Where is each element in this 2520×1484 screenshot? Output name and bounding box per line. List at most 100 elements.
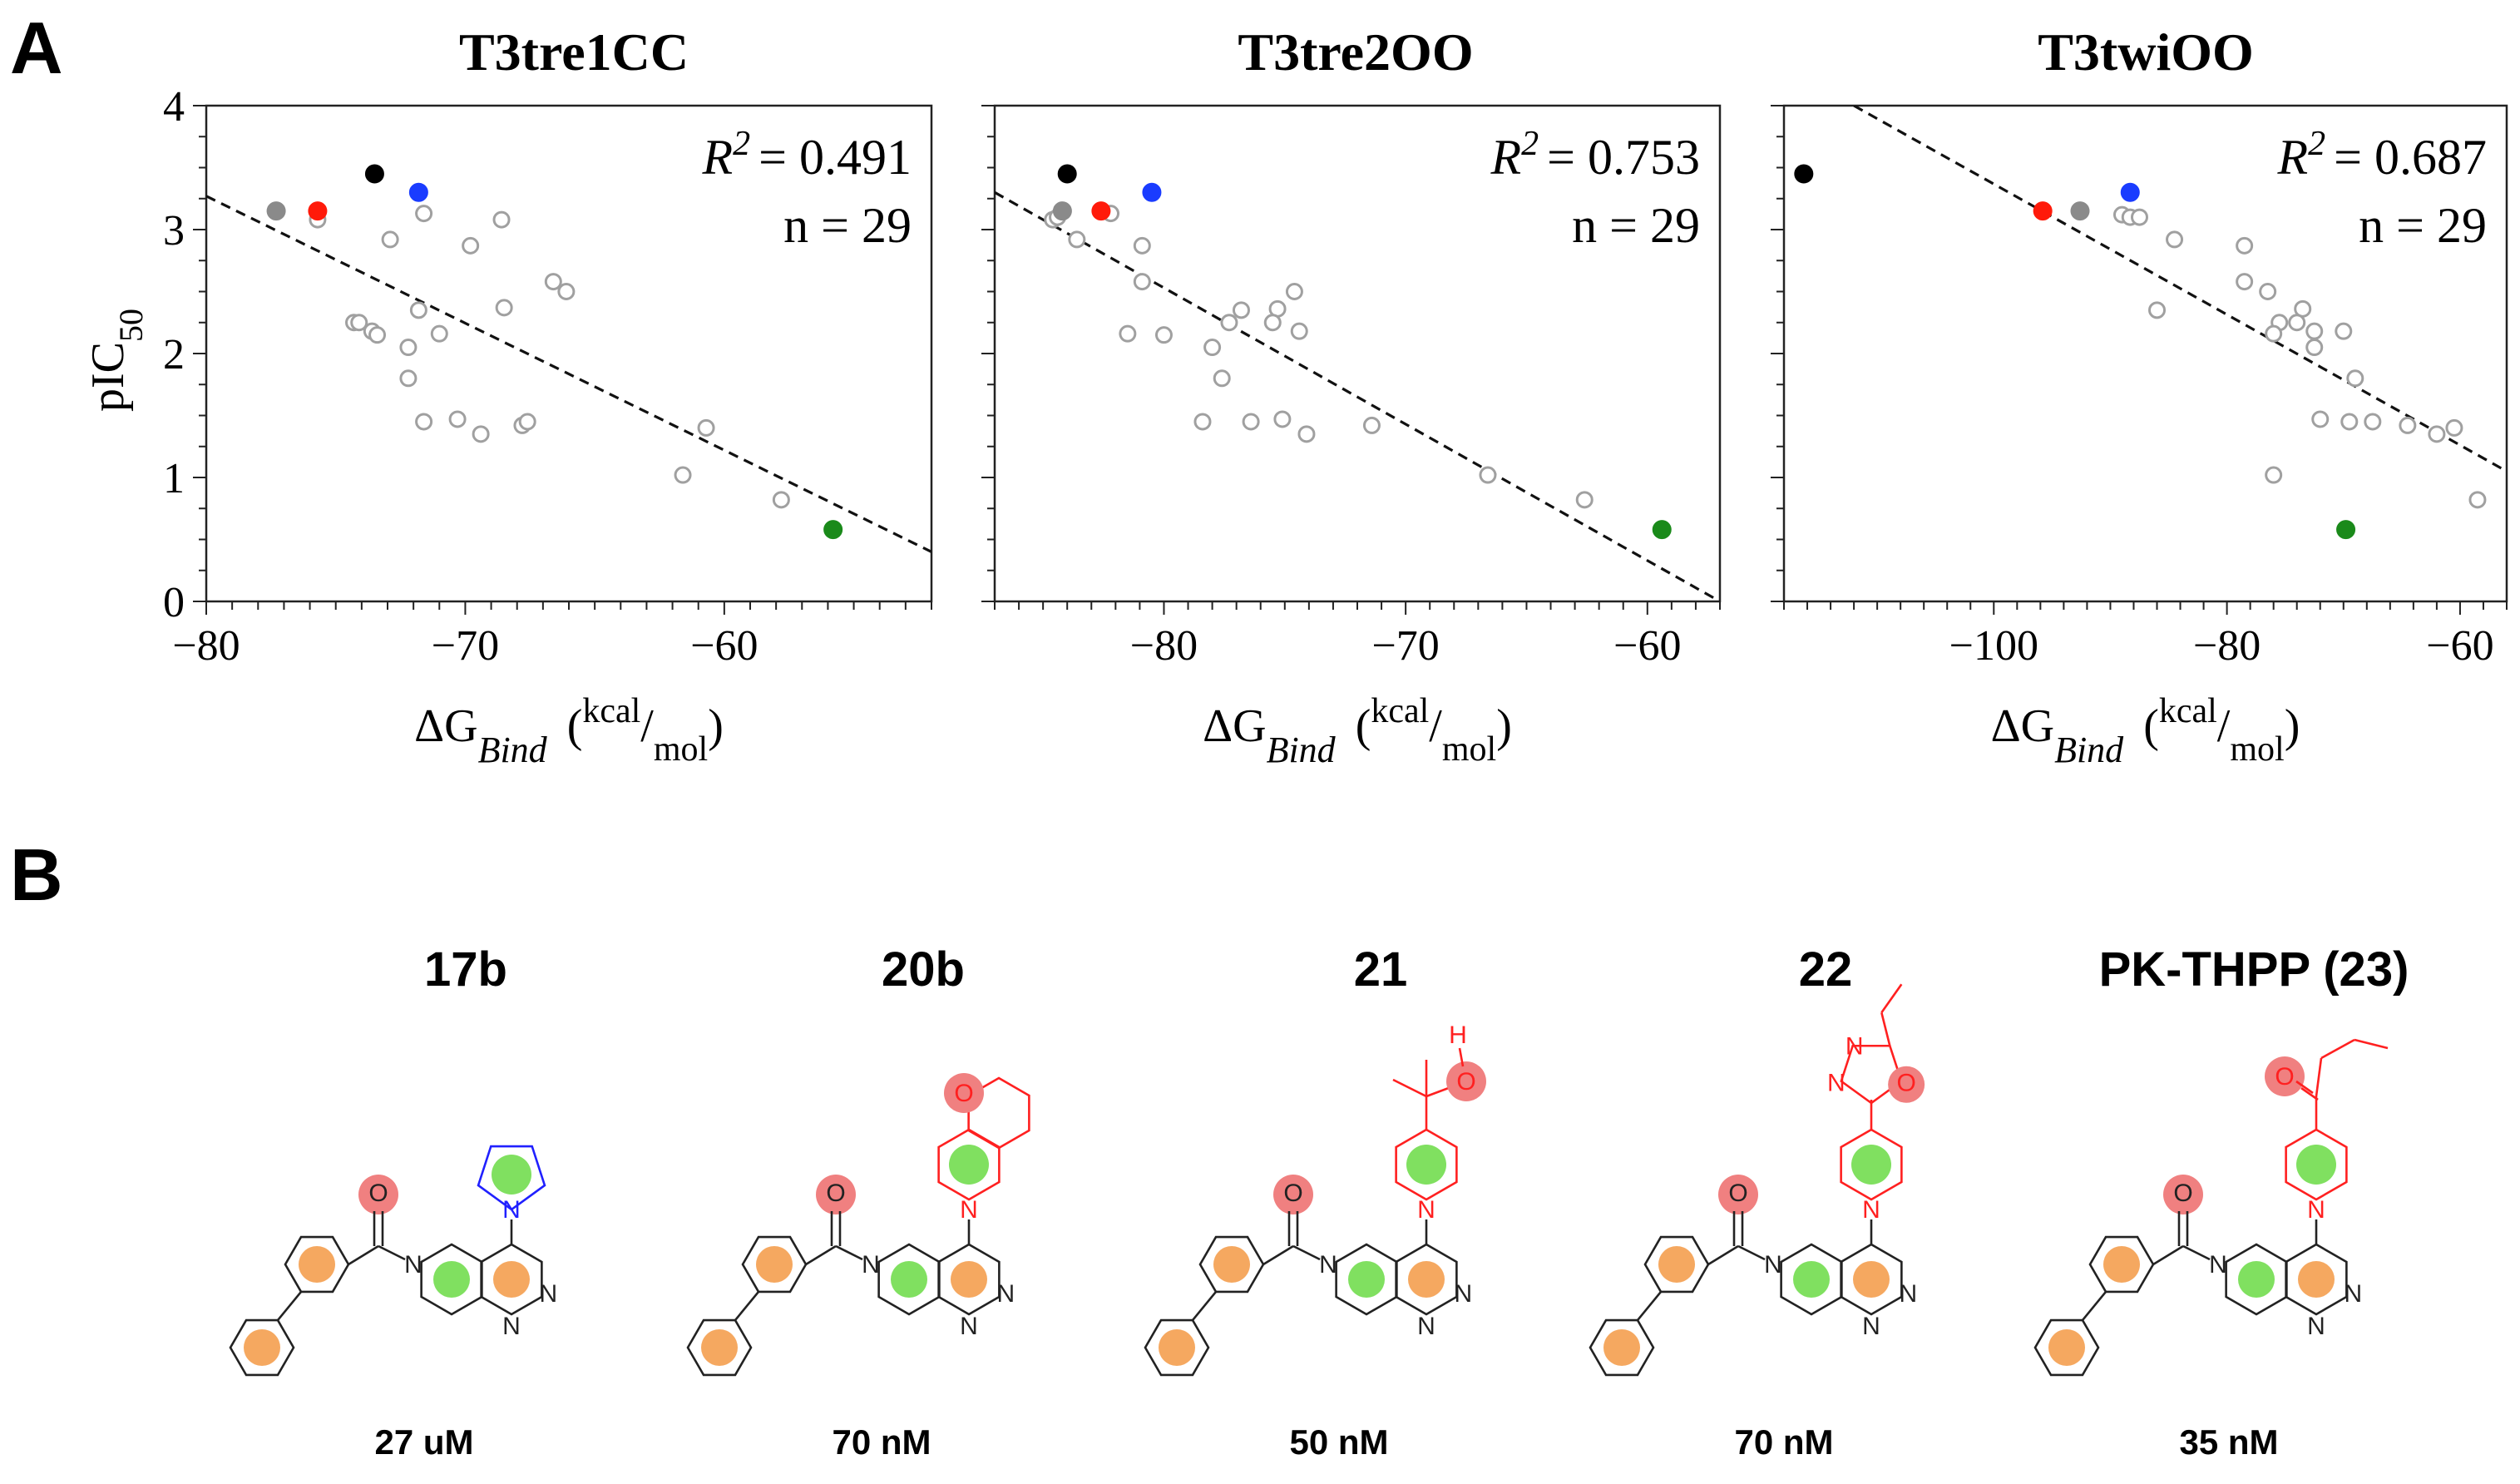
pyrimidine-n: N [960, 1313, 978, 1340]
data-point [674, 466, 692, 484]
sp3-ring-marker [1348, 1261, 1385, 1298]
data-point [2265, 324, 2283, 343]
highlighted-point-black [364, 164, 384, 184]
chart-title: T3tre2OO [1238, 22, 1473, 82]
compound-activity: 70 nM [1734, 1422, 1833, 1462]
x-tick-label: −100 [1949, 622, 2038, 670]
data-point [472, 425, 490, 443]
data-point [544, 273, 562, 291]
highlighted-point-red [308, 201, 328, 221]
pyrimidine-ring [2285, 1243, 2348, 1316]
amide-nitrogen: N [862, 1251, 880, 1279]
highlighted-point-gray [2070, 201, 2090, 221]
aromatic-marker [756, 1246, 793, 1283]
piperidine-ring [2285, 1128, 2348, 1201]
aromatic-marker [1603, 1329, 1640, 1366]
x-tick-label: −60 [690, 622, 758, 670]
pyrimidine-n: N [502, 1313, 521, 1340]
data-point [1285, 283, 1303, 300]
compound-label: 22 [1799, 942, 1853, 997]
chart-title: T3tre1CC [459, 22, 689, 82]
compound-label: 17b [424, 942, 507, 997]
highlighted-point-blue [1142, 182, 1162, 202]
compound-activity: 70 nM [832, 1422, 931, 1462]
x-tick-label: −80 [1130, 622, 1198, 670]
oxadiazole-oxygen: O [1896, 1070, 1915, 1097]
data-point [409, 301, 427, 319]
y-tick-label: 4 [163, 83, 185, 131]
data-point [1297, 425, 1316, 443]
data-point [462, 236, 480, 255]
carbonyl-o-marker [1718, 1175, 1758, 1214]
amide-nitrogen: N [1319, 1251, 1337, 1279]
r-squared-label: R2 = 0.491 [702, 125, 912, 185]
aromatic-marker [1213, 1246, 1250, 1283]
aromatic-marker [2048, 1329, 2085, 1366]
biaryl-bond [1191, 1291, 1218, 1321]
data-point [495, 299, 513, 317]
pyrimidine-n: N [1417, 1313, 1435, 1340]
highlighted-point-green [823, 520, 843, 540]
hydroxyl-hydrogen: H [1449, 1021, 1467, 1049]
piperidine-n: N [1417, 1196, 1435, 1224]
data-point [2335, 322, 2353, 340]
data-point [2468, 491, 2487, 509]
data-point [2305, 339, 2324, 357]
data-point [2311, 410, 2330, 428]
data-point [1213, 369, 1231, 388]
amide-bond [1737, 1244, 1766, 1261]
chain-bond [2320, 1038, 2355, 1060]
aromatic-marker [2103, 1246, 2140, 1283]
amide-nitrogen: N [1764, 1251, 1782, 1279]
n-label: n = 29 [783, 198, 912, 253]
panel-b-label: B [10, 834, 63, 916]
chart-1: T3tre2OO −80 −70 −60 ΔGBind (kcal/mol) R2 = 0.… [981, 22, 1722, 770]
oxadiazole-n: N [1827, 1070, 1846, 1097]
amide-nitrogen: N [404, 1251, 422, 1279]
carbonyl-oxygen: O [1283, 1180, 1302, 1207]
data-point [492, 210, 511, 229]
data-point [1119, 324, 1137, 343]
x-axis-label: ΔGBind (kcal/mol) [1991, 692, 2300, 770]
data-point [430, 324, 448, 343]
ether-oxygen: O [954, 1080, 973, 1107]
bond [1707, 1244, 1739, 1266]
ketone-o-marker [2265, 1056, 2305, 1096]
pyrimidine-n: N [997, 1280, 1015, 1308]
pyrrolidine-ring [477, 1145, 546, 1211]
aromatic-marker [493, 1261, 530, 1298]
highlighted-point-black [1057, 164, 1077, 184]
data-point [350, 314, 368, 332]
data-point [1575, 491, 1594, 509]
highlighted-point-green [2336, 520, 2356, 540]
y-axis-label: pIC50 [82, 309, 150, 412]
aromatic-marker [244, 1329, 280, 1366]
pyrrolidine-n: N [502, 1196, 521, 1224]
ketone-oxygen: O [2275, 1063, 2294, 1091]
y-tick-label: 2 [163, 331, 185, 378]
data-point [1133, 273, 1151, 291]
ketone-bond [2295, 1080, 2314, 1095]
data-point [1068, 230, 1086, 249]
n-label: n = 29 [1572, 198, 1700, 253]
compound-label: 20b [882, 942, 965, 997]
data-point [1220, 314, 1238, 332]
chart-0: T3tre1CC −80 −70 −60 0 1 2 3 4 pIC50 ΔGBind (kcal/… [82, 22, 933, 770]
biaryl-bond [734, 1291, 760, 1321]
amide-bond [378, 1244, 406, 1261]
amide-bond [835, 1244, 863, 1261]
highlighted-point-gray [1052, 201, 1072, 221]
data-point [697, 418, 715, 437]
piperidine-ring [1395, 1128, 1458, 1201]
data-point [2259, 283, 2277, 300]
ethyl-bond [1880, 1012, 1891, 1046]
data-point [1232, 301, 1250, 319]
x-axis-label: ΔGBind (kcal/mol) [414, 692, 724, 770]
phenyl-ring [2088, 1235, 2155, 1294]
carbonyl-o-marker [816, 1175, 856, 1214]
chain-bond [2354, 1038, 2389, 1050]
piperidine-n: N [1862, 1196, 1880, 1224]
carbonyl-o-marker [358, 1175, 398, 1214]
